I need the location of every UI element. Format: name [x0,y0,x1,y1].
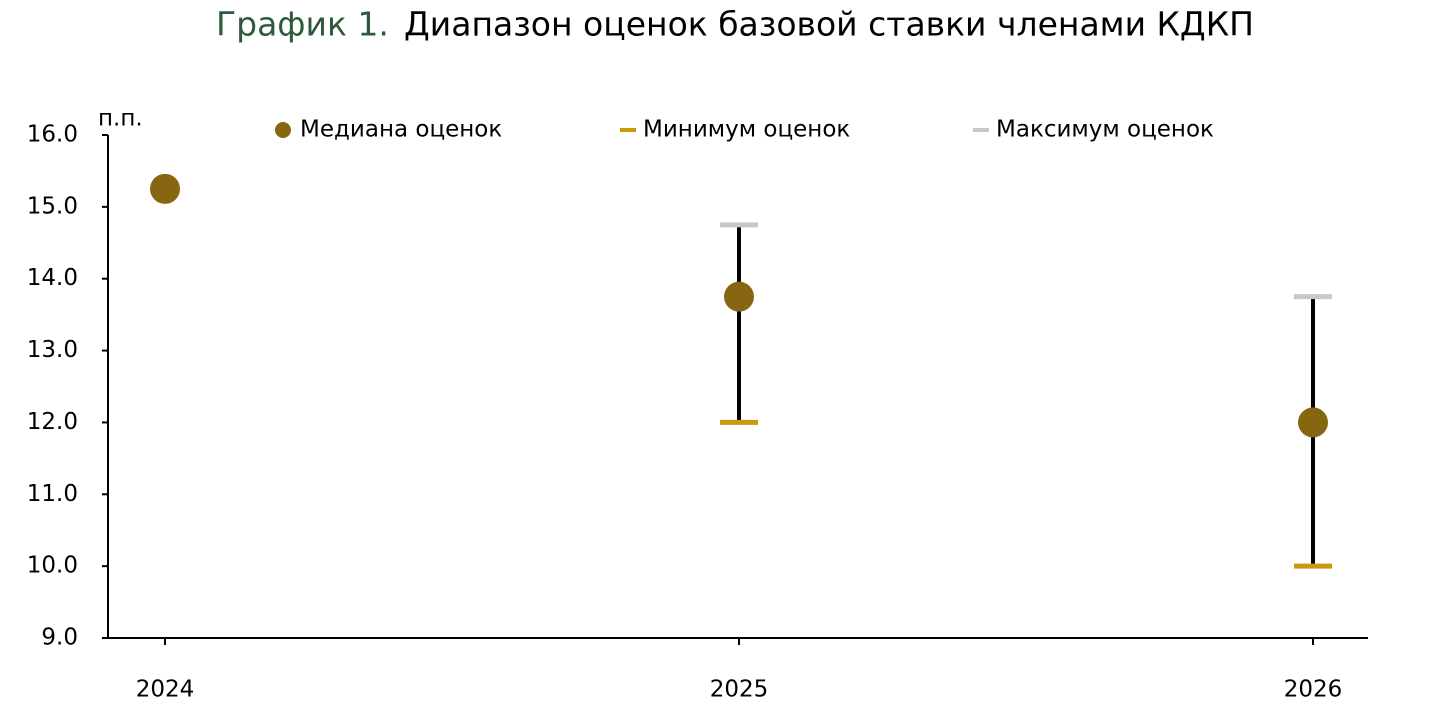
legend-marker [275,122,291,138]
median-point [150,173,180,204]
y-tick-label: 16.0 [27,122,78,148]
legend-label: Медиана оценок [300,117,502,143]
x-tick-label: 2026 [1284,677,1343,703]
y-axis-label: п.п. [98,106,143,132]
y-tick-label: 14.0 [27,265,78,291]
y-tick-label: 13.0 [27,337,78,363]
x-tick-label: 2025 [710,677,769,703]
chart-title: Диапазон оценок базовой ставки членами К… [404,5,1254,44]
legend-label: Минимум оценок [643,117,850,143]
chart-title-prefix: График 1. [216,5,389,44]
x-tick-label: 2024 [136,677,195,703]
y-tick-label: 9.0 [41,625,78,651]
y-tick-label: 11.0 [27,481,78,507]
median-point [724,281,754,312]
legend-label: Максимум оценок [996,117,1214,143]
y-tick-label: 12.0 [27,409,78,435]
y-tick-label: 10.0 [27,553,78,579]
y-tick-label: 15.0 [27,193,78,219]
median-point [1298,407,1328,438]
